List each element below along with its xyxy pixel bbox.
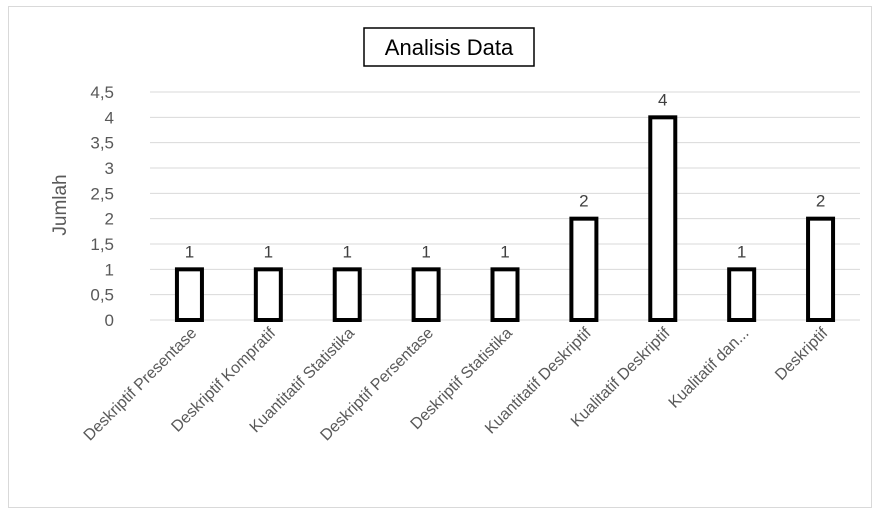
data-label: 1 <box>421 242 430 261</box>
x-tick-label: Kualitatif dan... <box>666 325 753 412</box>
bars <box>174 115 836 323</box>
y-axis-label: Jumlah <box>50 174 71 235</box>
bar <box>490 267 520 323</box>
y-tick-label: 2 <box>105 210 114 229</box>
y-tick-label: 4 <box>105 108 114 127</box>
data-label: 2 <box>579 192 588 211</box>
data-label: 1 <box>264 242 273 261</box>
y-tick-label: 0,5 <box>90 286 114 305</box>
bar <box>806 216 836 323</box>
data-label: 2 <box>816 192 825 211</box>
bar <box>569 216 599 323</box>
data-label: 1 <box>185 242 194 261</box>
y-tick-label: 3 <box>105 159 114 178</box>
data-label: 1 <box>737 242 746 261</box>
y-axis-ticks: 0 0,5 1 1,5 2 2,5 3 3,5 4 4,5 <box>90 83 114 330</box>
y-tick-label: 4,5 <box>90 83 114 102</box>
y-tick-label: 2,5 <box>90 184 114 203</box>
data-label: 4 <box>658 90 667 109</box>
chart-title: Analisis Data <box>385 35 514 60</box>
bar <box>648 115 678 323</box>
y-tick-label: 0 <box>105 311 114 330</box>
bar <box>174 267 204 323</box>
data-label: 1 <box>342 242 351 261</box>
bar <box>411 267 441 323</box>
y-tick-label: 1 <box>105 260 114 279</box>
chart-area <box>8 6 872 508</box>
data-label: 1 <box>500 242 509 261</box>
bar <box>727 267 757 323</box>
bar <box>253 267 283 323</box>
y-tick-label: 3,5 <box>90 134 114 153</box>
data-labels: 1 1 1 1 1 2 4 1 2 <box>185 90 826 261</box>
chart-title-box <box>363 27 535 67</box>
y-tick-label: 1,5 <box>90 235 114 254</box>
bar <box>332 267 362 323</box>
x-tick-label: Deskriptif <box>772 324 832 384</box>
